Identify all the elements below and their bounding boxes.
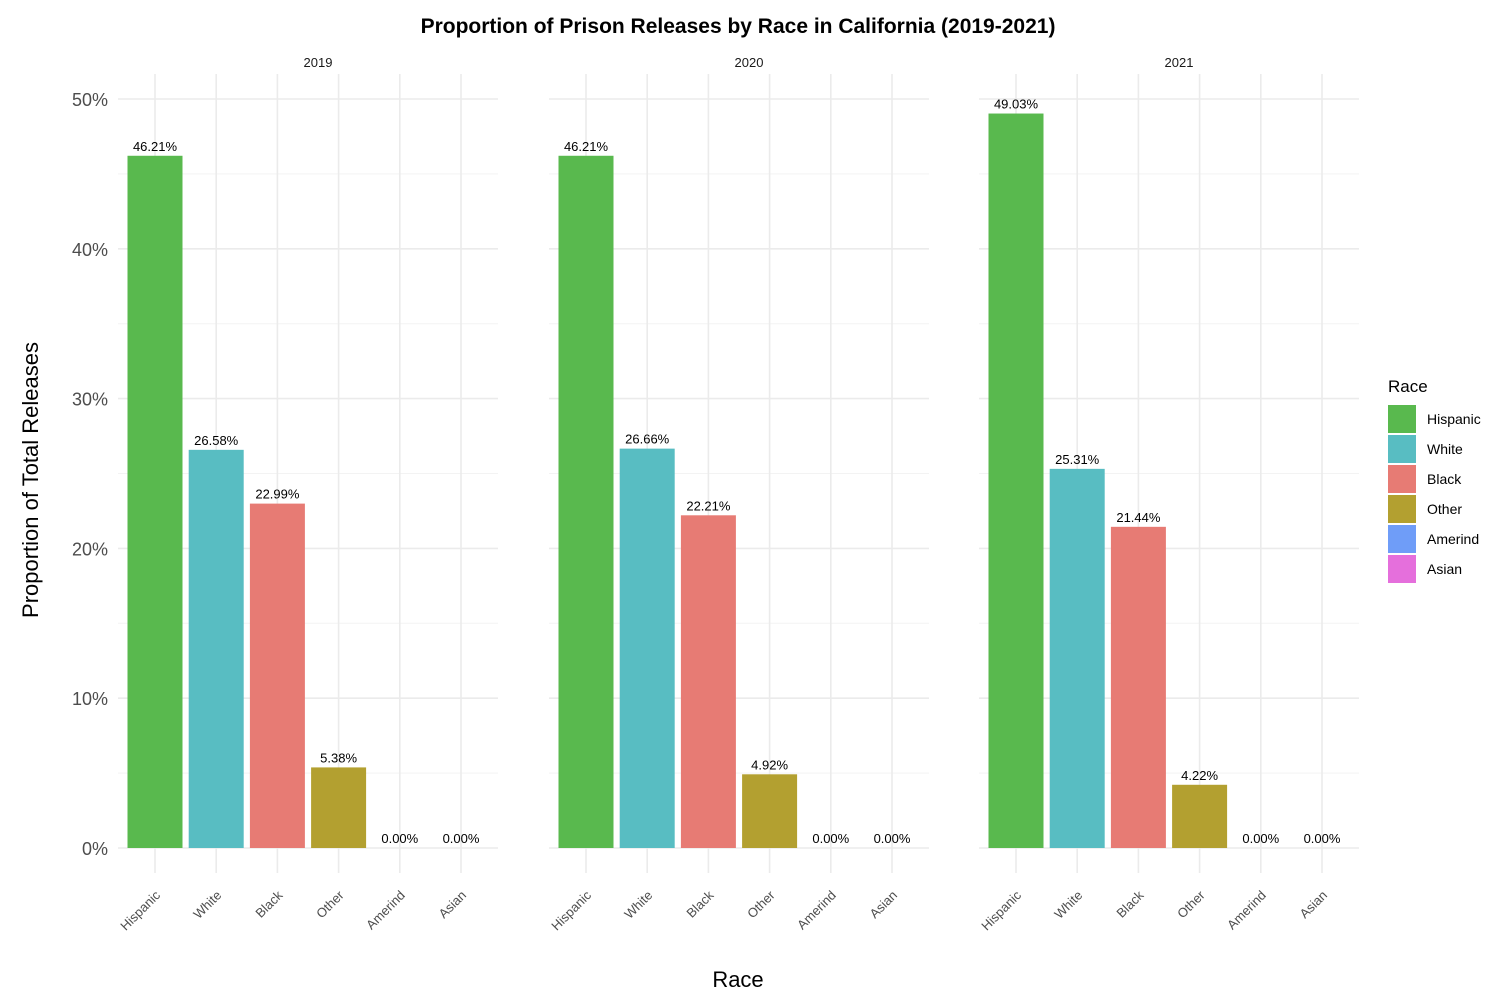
x-tick-label: Black <box>1113 887 1146 920</box>
x-tick-label: Amerind <box>1224 888 1269 933</box>
x-tick-label: Hispanic <box>548 887 594 933</box>
data-label: 49.03% <box>994 97 1039 112</box>
legend: Race Hispanic White Black Other Amerind Asian <box>1388 377 1481 583</box>
chart-title: Proportion of Prison Releases by Race in… <box>421 15 1056 38</box>
data-label: 46.21% <box>133 139 178 154</box>
y-tick-label: 10% <box>72 689 108 709</box>
data-label: 0.00% <box>381 831 418 846</box>
y-axis: 0% 10% 20% 30% 40% 50% <box>72 90 108 859</box>
legend-swatch-white <box>1388 435 1416 463</box>
data-label: 21.44% <box>1116 510 1161 525</box>
legend-swatch-hispanic <box>1388 405 1416 433</box>
x-tick-label: Asian <box>867 888 901 922</box>
x-tick-label: Hispanic <box>978 887 1024 933</box>
data-label: 0.00% <box>443 831 480 846</box>
bar-white <box>1049 468 1105 848</box>
data-label: 26.66% <box>625 432 670 447</box>
data-label: 25.31% <box>1055 452 1100 467</box>
data-label: 0.00% <box>874 831 911 846</box>
facet-panels: 2019 46.21% Hispanic 26.58% White 22.99% Black… <box>117 55 1359 933</box>
data-label: 4.22% <box>1181 768 1218 783</box>
data-label: 0.00% <box>812 831 849 846</box>
facet-label: 2020 <box>735 55 764 70</box>
bar-other <box>1172 784 1228 848</box>
data-label: 5.38% <box>320 750 357 765</box>
legend-label: Other <box>1427 501 1462 517</box>
data-label: 26.58% <box>194 433 239 448</box>
x-tick-label: Black <box>252 887 285 920</box>
x-tick-label: Hispanic <box>117 887 163 933</box>
x-tick-label: Asian <box>1297 888 1331 922</box>
legend-label: Asian <box>1427 561 1462 577</box>
bar-black <box>680 515 736 848</box>
y-tick-label: 50% <box>72 90 108 110</box>
bar-other <box>311 767 367 848</box>
bar-black <box>1110 526 1166 848</box>
bar-white <box>619 448 675 848</box>
x-tick-label: Other <box>313 887 347 921</box>
data-label: 22.21% <box>686 498 731 513</box>
x-tick-label: White <box>190 888 224 922</box>
x-tick-label: White <box>1051 888 1085 922</box>
y-axis-title: Proportion of Total Releases <box>18 342 43 618</box>
facet-label: 2019 <box>304 55 333 70</box>
data-label: 46.21% <box>564 139 609 154</box>
facet-panel-2019: 2019 46.21% Hispanic 26.58% White 22.99% Black… <box>117 55 498 933</box>
bar-hispanic <box>558 155 614 849</box>
x-tick-label: Other <box>744 887 778 921</box>
bar-white <box>188 449 244 848</box>
facet-label: 2021 <box>1165 55 1194 70</box>
bar-hispanic <box>127 155 183 849</box>
x-tick-label: Amerind <box>794 888 839 933</box>
y-tick-label: 30% <box>72 390 108 410</box>
x-tick-label: Other <box>1174 887 1208 921</box>
x-tick-label: Black <box>683 887 716 920</box>
data-label: 0.00% <box>1304 831 1341 846</box>
x-tick-label: Amerind <box>363 888 408 933</box>
y-tick-label: 0% <box>82 839 108 859</box>
legend-swatch-black <box>1388 465 1416 493</box>
legend-label: Hispanic <box>1427 411 1481 427</box>
legend-swatch-amerind <box>1388 525 1416 553</box>
legend-label: White <box>1427 441 1463 457</box>
legend-swatch-other <box>1388 495 1416 523</box>
y-tick-label: 20% <box>72 539 108 559</box>
legend-title: Race <box>1388 377 1428 396</box>
bar-hispanic <box>988 113 1044 849</box>
bar-black <box>249 503 305 848</box>
x-tick-label: Asian <box>436 888 470 922</box>
data-label: 4.92% <box>751 757 788 772</box>
facet-panel-2021: 2021 49.03% Hispanic 25.31% White 21.44% Black… <box>978 55 1359 933</box>
x-axis-title: Race <box>712 967 763 992</box>
legend-swatch-asian <box>1388 555 1416 583</box>
data-label: 0.00% <box>1242 831 1279 846</box>
legend-label: Black <box>1427 471 1462 487</box>
x-tick-label: White <box>621 888 655 922</box>
bar-other <box>742 774 798 848</box>
facet-panel-2020: 2020 46.21% Hispanic 26.66% White 22.21% Black… <box>548 55 929 933</box>
legend-label: Amerind <box>1427 531 1479 547</box>
y-tick-label: 40% <box>72 240 108 260</box>
data-label: 22.99% <box>255 487 300 502</box>
